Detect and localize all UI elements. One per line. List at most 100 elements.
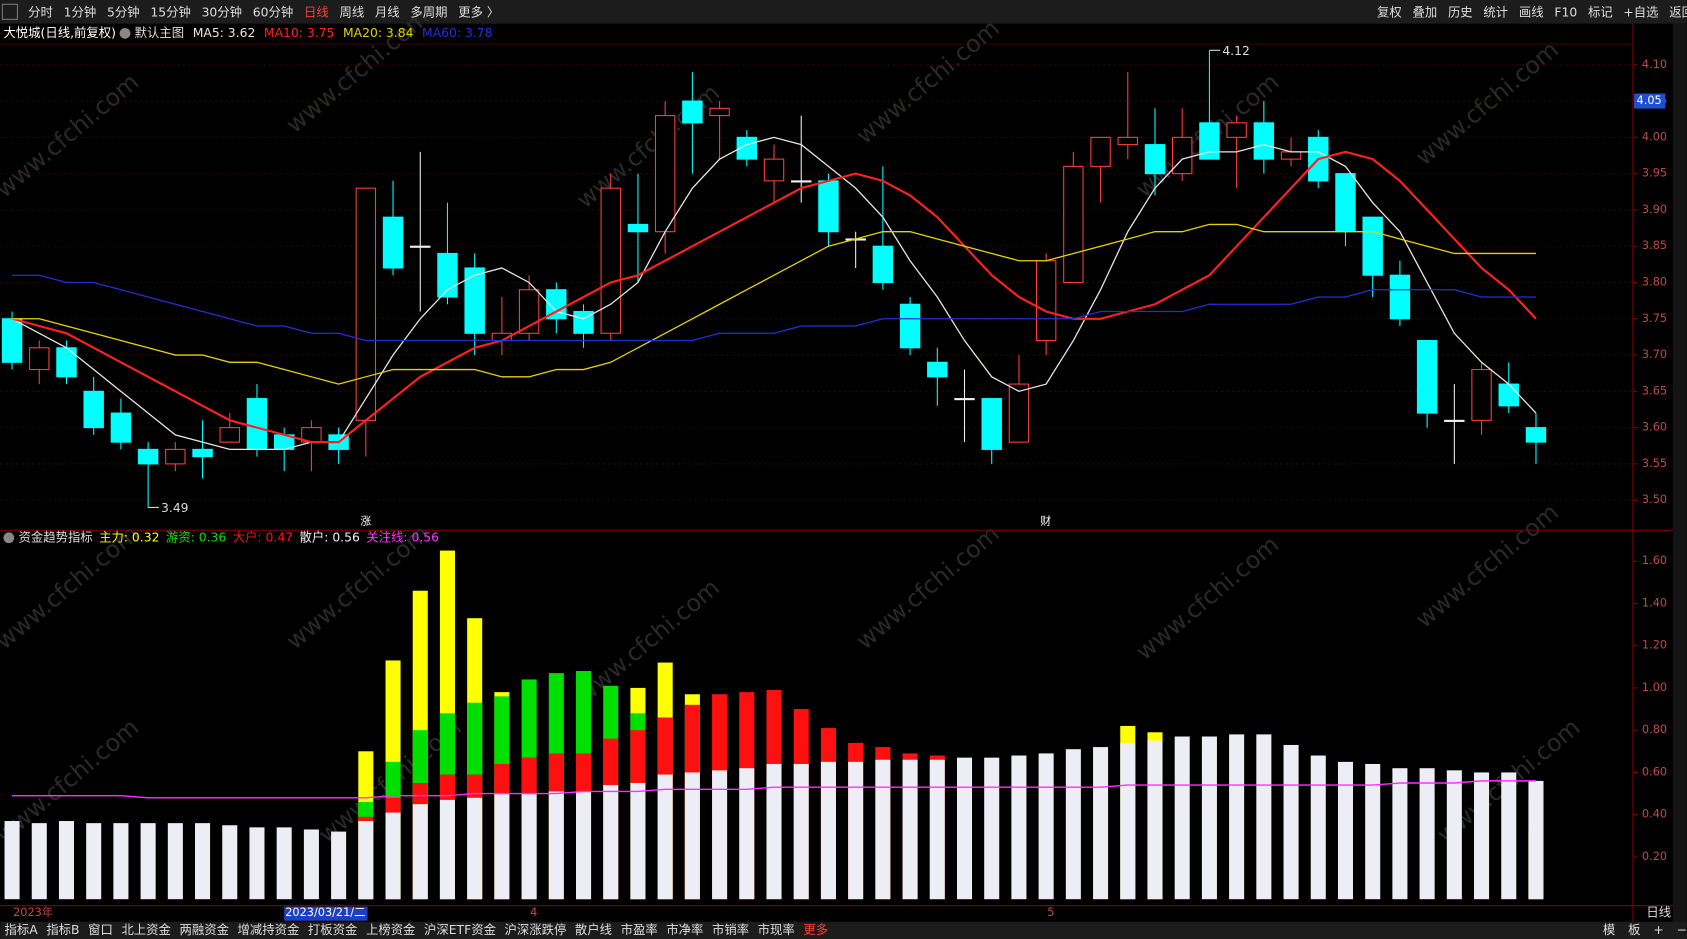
bottom-tab[interactable]: 市销率 — [712, 922, 749, 937]
bottom-tab[interactable]: 窗口 — [88, 923, 113, 937]
bottom-tab[interactable]: 市盈率 — [621, 922, 658, 937]
candle-body — [1280, 151, 1302, 160]
bottom-tab[interactable]: 打板资金 — [308, 922, 357, 937]
template-button[interactable]: 板 — [1628, 923, 1640, 937]
chart-title: 大悦城(日线,前复权) — [3, 25, 115, 40]
toolbar-item[interactable]: 5分钟 — [107, 4, 140, 19]
annotation: 4.12 — [1222, 44, 1250, 58]
bottom-tab[interactable]: 指标B — [46, 922, 79, 937]
candle-body — [1090, 136, 1111, 167]
template-button[interactable]: + — [1653, 923, 1663, 937]
toolbar-item[interactable]: 分时 — [28, 5, 53, 19]
bottom-tab[interactable]: 指标A — [5, 922, 39, 937]
bottom-tab[interactable]: 北上资金 — [121, 922, 170, 937]
bottom-tab[interactable]: 市现率 — [758, 922, 795, 937]
indicator-bar — [4, 821, 20, 900]
indicator-bar — [1283, 744, 1299, 900]
toolbar-item[interactable]: 统计 — [1483, 5, 1508, 19]
candle-body — [246, 398, 268, 450]
toolbar-item[interactable]: 标记 — [1588, 5, 1613, 19]
indicator-bar — [331, 831, 347, 900]
y-tick-label: 3.65 — [1642, 384, 1667, 397]
y-tick-label: 3.80 — [1642, 275, 1667, 288]
indicator-bar — [820, 761, 836, 900]
x-tick-label: 5 — [1047, 906, 1054, 919]
indicator-bar — [603, 785, 619, 900]
candle-body — [29, 347, 50, 371]
chart-subtitle: 默认主图 — [135, 25, 184, 40]
y-tick-label: 3.60 — [1642, 421, 1667, 434]
indicator-bar — [1474, 772, 1490, 900]
bottom-tab[interactable]: 上榜资金 — [366, 922, 415, 937]
toolbar-item[interactable]: 1分钟 — [64, 4, 97, 19]
toolbar-item[interactable]: 日线 — [304, 5, 329, 19]
y-tick-label: 1.40 — [1642, 596, 1667, 609]
indicator-bar — [1174, 736, 1190, 900]
bottom-tab[interactable]: 两融资金 — [179, 922, 228, 937]
candle-body — [219, 427, 240, 443]
candle-body — [818, 180, 839, 233]
bottom-tab[interactable]: 散户线 — [575, 922, 612, 937]
toolbar-item[interactable]: 叠加 — [1412, 5, 1437, 19]
y-tick-label: 3.90 — [1642, 203, 1667, 216]
template-button[interactable]: − — [1677, 923, 1687, 937]
indicator-bar — [956, 757, 973, 900]
candle-body — [192, 448, 213, 458]
bottom-tab[interactable]: 更多 — [803, 923, 828, 937]
indicator-bar — [140, 823, 156, 900]
bottom-tab[interactable]: 市净率 — [666, 922, 703, 937]
indicator-bar — [31, 823, 47, 900]
toolbar-item[interactable]: 更多 〉 — [458, 5, 499, 19]
candle-body — [627, 223, 649, 233]
toolbar-item[interactable]: 15分钟 — [150, 4, 190, 19]
toolbar-item[interactable]: 历史 — [1448, 5, 1473, 19]
candle-body — [1008, 383, 1030, 443]
indicator-bar — [1229, 734, 1245, 900]
settings-icon[interactable] — [3, 532, 15, 544]
legend-item: MA60: 3.78 — [422, 26, 493, 40]
candle-body — [83, 390, 104, 429]
legend-item: 大户: 0.47 — [233, 529, 293, 544]
indicator-bar — [276, 827, 292, 900]
bottom-tab[interactable]: 增减持资金 — [238, 922, 300, 937]
indicator-bar — [439, 799, 455, 900]
indicator-bar — [195, 823, 211, 900]
template-button[interactable]: 模 — [1603, 923, 1615, 937]
menu-icon[interactable] — [1, 3, 18, 20]
y-tick-label: 0.60 — [1642, 765, 1667, 778]
y-tick-label: 1.00 — [1642, 681, 1667, 694]
x-tick-label: 4 — [530, 906, 537, 919]
candle-body — [654, 115, 676, 233]
toolbar-item[interactable]: 月线 — [375, 5, 400, 19]
toolbar-item[interactable]: 60分钟 — [253, 4, 293, 19]
legend-item: MA20: 3.84 — [343, 26, 414, 40]
candle-body — [1498, 383, 1519, 407]
toolbar-item[interactable]: F10 — [1554, 5, 1577, 19]
toolbar-item[interactable]: 复权 — [1377, 5, 1402, 19]
indicator-bar — [1093, 747, 1109, 900]
toolbar-item[interactable]: 画线 — [1519, 5, 1544, 19]
candle-body — [682, 100, 703, 124]
settings-icon[interactable] — [119, 27, 131, 39]
y-tick-label: 4.10 — [1642, 58, 1667, 71]
bottom-tab[interactable]: 沪深涨跌停 — [505, 922, 567, 937]
indicator-bar — [167, 823, 183, 900]
toolbar-item[interactable]: 返回 — [1669, 5, 1687, 19]
toolbar-item[interactable]: +自选 — [1623, 5, 1658, 19]
candle-body — [1199, 122, 1220, 160]
candle-body — [1444, 419, 1465, 422]
candle-body — [709, 107, 730, 117]
toolbar-item[interactable]: 多周期 — [410, 5, 447, 19]
indicator-bar — [712, 770, 728, 900]
indicator-bar — [1419, 768, 1435, 900]
chart-title: 资金趋势指标 — [19, 529, 93, 544]
bottom-tab[interactable]: 沪深ETF资金 — [424, 922, 496, 937]
toolbar-item[interactable]: 周线 — [339, 5, 364, 19]
indicator-bar — [739, 768, 755, 900]
legend-item: 关注线: 0.56 — [366, 529, 439, 544]
candle-body — [600, 187, 621, 334]
candle-body — [981, 398, 1002, 450]
toolbar-item[interactable]: 30分钟 — [202, 4, 242, 19]
legend-item: 散户: 0.56 — [300, 529, 360, 544]
